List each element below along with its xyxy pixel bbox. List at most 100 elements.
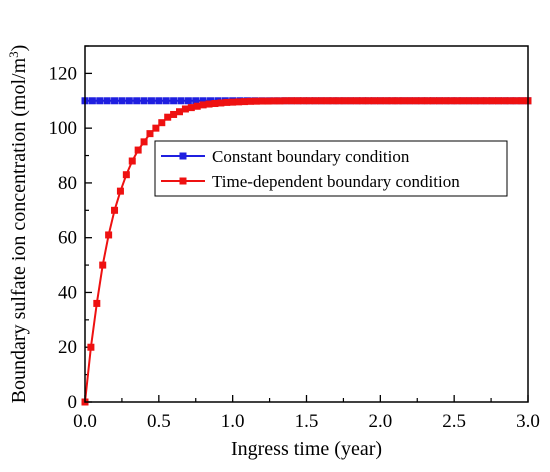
data-point (246, 97, 254, 105)
x-tick-label: 3.0 (516, 411, 540, 432)
data-point (447, 97, 455, 105)
legend-marker (179, 177, 187, 185)
data-point (170, 110, 178, 118)
data-point (347, 97, 355, 105)
x-tick-label: 1.0 (221, 411, 245, 432)
y-axis-title-close: ) (8, 45, 30, 52)
legend-marker (179, 152, 187, 160)
y-axis-title-superscript: 3 (6, 51, 21, 58)
data-point (103, 97, 111, 105)
data-point (128, 157, 136, 165)
data-point (518, 97, 526, 105)
data-point (164, 113, 172, 121)
data-point (199, 101, 207, 109)
legend: Constant boundary condition Time-dependen… (154, 140, 508, 197)
data-point (205, 100, 213, 108)
data-point (418, 97, 426, 105)
data-point (211, 100, 219, 108)
data-point (329, 97, 337, 105)
data-point (99, 261, 107, 269)
x-tick-label: 0.0 (73, 411, 97, 432)
x-tick-label: 2.5 (442, 411, 466, 432)
data-point (93, 299, 101, 307)
y-tick-label: 40 (58, 282, 77, 303)
data-point (155, 97, 163, 105)
data-point (429, 97, 437, 105)
data-point (365, 97, 373, 105)
data-point (111, 97, 119, 105)
data-point (176, 108, 184, 116)
data-point (199, 97, 207, 105)
data-point (294, 97, 302, 105)
data-point (435, 97, 443, 105)
data-point (152, 124, 160, 132)
y-tick-labels: 0 20 40 60 80 100 120 (49, 63, 78, 413)
data-point (370, 97, 378, 105)
data-point (317, 97, 325, 105)
x-tick-label: 2.0 (368, 411, 392, 432)
data-point (353, 97, 361, 105)
data-point (483, 97, 491, 105)
data-point (500, 97, 508, 105)
data-point (187, 104, 195, 112)
data-point (258, 97, 266, 105)
data-point (252, 97, 260, 105)
data-point (394, 97, 402, 105)
data-point (311, 97, 319, 105)
x-axis-title: Ingress time (year) (231, 438, 382, 460)
data-point (300, 97, 308, 105)
data-point (400, 97, 408, 105)
y-tick-label: 80 (58, 173, 77, 194)
data-point (506, 97, 514, 105)
data-point (134, 146, 142, 154)
data-point (382, 97, 390, 105)
data-point (162, 97, 170, 105)
y-tick-label: 100 (49, 118, 78, 139)
data-point (87, 343, 95, 351)
data-point (118, 97, 126, 105)
legend-label: Constant boundary condition (212, 147, 410, 166)
y-tick-label: 20 (58, 337, 77, 358)
data-point (288, 97, 296, 105)
data-point (125, 97, 133, 105)
data-point (170, 97, 178, 105)
data-point (305, 97, 313, 105)
data-point (424, 97, 432, 105)
data-point (282, 97, 290, 105)
data-point (323, 97, 331, 105)
legend-item: Constant boundary condition (161, 147, 410, 166)
legend-box (154, 140, 508, 197)
data-point (133, 97, 141, 105)
y-axis-title-main: Boundary sulfate ion concentration (mol/… (8, 57, 30, 403)
data-point (512, 97, 520, 105)
data-point (116, 187, 124, 195)
data-point (111, 206, 119, 214)
data-point (388, 97, 396, 105)
data-point (105, 231, 113, 239)
data-point (270, 97, 278, 105)
data-point (335, 97, 343, 105)
legend-label: Time-dependent boundary condition (212, 172, 460, 191)
x-tick-label: 0.5 (147, 411, 171, 432)
data-point (223, 98, 231, 106)
data-point (477, 97, 485, 105)
data-point (453, 97, 461, 105)
data-point (341, 97, 349, 105)
data-point (441, 97, 449, 105)
data-point (193, 102, 201, 110)
data-point (240, 98, 248, 106)
y-tick-label: 60 (58, 228, 77, 249)
data-point (96, 97, 104, 105)
data-point (122, 171, 130, 179)
data-point (158, 119, 166, 127)
data-point (494, 97, 502, 105)
data-point (177, 97, 185, 105)
legend-item: Time-dependent boundary condition (161, 172, 460, 191)
data-point (235, 98, 243, 106)
x-tick-label: 1.5 (295, 411, 319, 432)
data-point (406, 97, 414, 105)
data-point (459, 97, 467, 105)
data-point (359, 97, 367, 105)
x-tick-labels: 0.0 0.5 1.0 1.5 2.0 2.5 3.0 (73, 411, 540, 432)
